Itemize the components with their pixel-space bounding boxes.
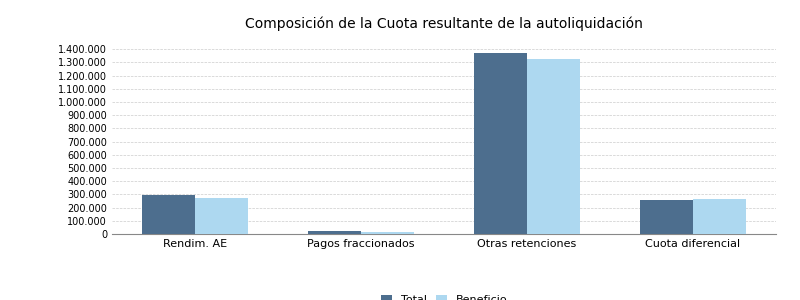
Bar — [474, 53, 527, 234]
Bar — [361, 232, 414, 234]
Bar — [308, 231, 361, 234]
Bar — [142, 195, 195, 234]
Legend: Total, Beneficio: Total, Beneficio — [381, 295, 507, 300]
Bar — [195, 198, 248, 234]
Bar — [693, 199, 746, 234]
Bar — [527, 59, 580, 234]
Bar — [640, 200, 693, 234]
Title: Composición de la Cuota resultante de la autoliquidación: Composición de la Cuota resultante de la… — [245, 16, 643, 31]
